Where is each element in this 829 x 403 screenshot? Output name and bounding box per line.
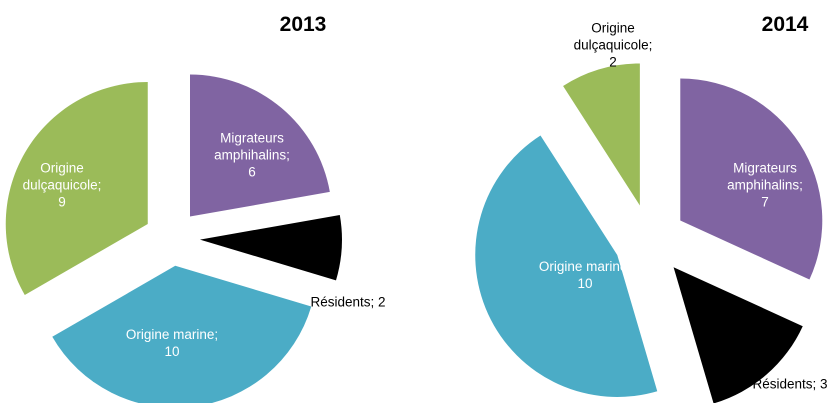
category-label: Résidents; [752, 376, 817, 392]
pie-slice [673, 267, 803, 403]
slice-label: Migrateurs amphihalins; 6 [197, 130, 307, 181]
chart-title: 2014 [761, 13, 809, 36]
category-label: Origine dulçaquicole; [22, 160, 102, 193]
slice-label: Origine marine; 10 [112, 326, 232, 360]
value-label: 3 [820, 376, 828, 392]
slice-label: Migrateurs amphihalins; 7 [710, 160, 820, 211]
pie-slice [680, 78, 823, 280]
pie-slice [189, 74, 330, 217]
category-label: Résidents; [310, 294, 375, 310]
category-label: Origine marine; [125, 327, 219, 342]
slice-label: Résidents; 3 [730, 376, 829, 393]
slice-label: Origine dulçaquicole; 9 [15, 160, 110, 211]
category-label: Migrateurs amphihalins; [727, 160, 803, 193]
pie-slice [5, 82, 148, 295]
value-label: 2 [378, 294, 386, 310]
value-label: 10 [577, 276, 593, 291]
value-label: 10 [164, 344, 180, 359]
pie-slice [199, 214, 342, 281]
value-label: 2 [609, 54, 617, 70]
category-label: Origine dulçaquicole; [573, 20, 653, 53]
category-label: Origine marine; [538, 259, 632, 274]
category-label: Migrateurs amphihalins; [214, 130, 290, 163]
slice-label: Résidents; 2 [288, 294, 408, 311]
value-label: 7 [761, 194, 769, 210]
pie-slice [52, 265, 312, 403]
slice-label: Origine dulçaquicole; 2 [558, 20, 668, 71]
value-label: 9 [58, 194, 66, 210]
value-label: 6 [248, 164, 256, 180]
pie-slice [563, 63, 640, 206]
slice-label: Origine marine; 10 [538, 258, 633, 292]
chart-title: 2013 [279, 13, 327, 36]
pie-slice [475, 135, 658, 397]
